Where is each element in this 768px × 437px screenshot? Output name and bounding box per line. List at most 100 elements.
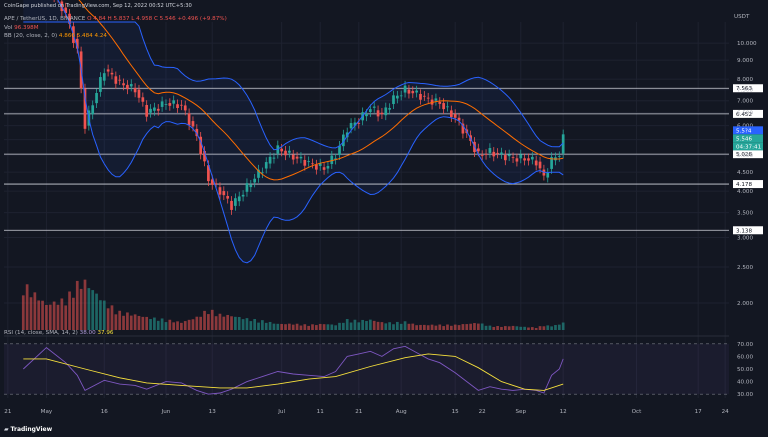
candle[interactable]	[249, 180, 253, 193]
candle[interactable]	[342, 129, 345, 152]
candle[interactable]	[376, 105, 380, 122]
candle[interactable]	[68, 8, 71, 29]
candle[interactable]	[415, 85, 418, 98]
candle[interactable]	[137, 84, 141, 103]
candle[interactable]	[519, 149, 523, 164]
candle[interactable]	[527, 153, 530, 166]
candle[interactable]	[64, 2, 68, 18]
candle[interactable]	[396, 90, 399, 104]
candle[interactable]	[203, 146, 206, 167]
candle[interactable]	[484, 149, 488, 160]
candle[interactable]	[372, 101, 376, 113]
candle[interactable]	[299, 152, 303, 164]
candle[interactable]	[126, 80, 129, 95]
candle[interactable]	[284, 145, 287, 161]
candle[interactable]	[156, 104, 160, 116]
candle[interactable]	[334, 153, 337, 165]
candle[interactable]	[180, 100, 183, 111]
candle[interactable]	[426, 92, 430, 103]
candle[interactable]	[261, 167, 264, 179]
candle[interactable]	[399, 90, 403, 101]
candle[interactable]	[315, 159, 318, 175]
candle[interactable]	[257, 164, 260, 183]
candle[interactable]	[457, 112, 461, 126]
candle[interactable]	[307, 156, 311, 167]
candle[interactable]	[492, 147, 496, 162]
candle[interactable]	[268, 152, 272, 169]
candle[interactable]	[145, 100, 149, 122]
candle[interactable]	[253, 173, 257, 188]
candle[interactable]	[461, 118, 465, 139]
candle[interactable]	[245, 178, 249, 197]
candle[interactable]	[160, 96, 164, 112]
candle[interactable]	[392, 90, 395, 109]
candle[interactable]	[149, 104, 152, 118]
candle[interactable]	[291, 149, 295, 165]
candle[interactable]	[172, 95, 176, 109]
candle[interactable]	[153, 102, 156, 116]
candle[interactable]	[199, 131, 203, 160]
candle[interactable]	[557, 151, 561, 162]
candle[interactable]	[449, 105, 453, 123]
candle[interactable]	[411, 86, 415, 99]
candle[interactable]	[91, 100, 95, 120]
candle[interactable]	[369, 104, 372, 117]
candle[interactable]	[295, 151, 299, 164]
symbol-name[interactable]: APE / TetherUS, 1D, BINANCE	[4, 16, 86, 22]
candle[interactable]	[187, 108, 191, 131]
candle[interactable]	[272, 152, 276, 164]
candle[interactable]	[326, 161, 330, 174]
rsi-pane[interactable]: 30.00 40.00 50.00 60.00 70.00	[4, 335, 753, 398]
bb-legend[interactable]: BB (20, close, 2, 0) 4.866 5.484 4.24	[4, 33, 107, 39]
candle[interactable]	[322, 162, 326, 175]
candle[interactable]	[488, 143, 492, 158]
candle[interactable]	[434, 93, 438, 106]
candle[interactable]	[353, 117, 357, 131]
candle[interactable]	[218, 182, 222, 200]
candle[interactable]	[141, 92, 145, 107]
tradingview-brand[interactable]: ▰ TradingView	[4, 426, 52, 433]
candle[interactable]	[546, 168, 550, 183]
candle[interactable]	[338, 140, 341, 160]
candle[interactable]	[102, 68, 106, 86]
candle[interactable]	[561, 129, 565, 159]
candle[interactable]	[106, 64, 110, 77]
candle[interactable]	[226, 191, 230, 204]
candle[interactable]	[384, 102, 388, 121]
candle[interactable]	[133, 83, 137, 98]
candle[interactable]	[530, 152, 534, 165]
candle[interactable]	[168, 98, 172, 111]
candle[interactable]	[523, 153, 526, 166]
candle[interactable]	[503, 150, 507, 166]
candle[interactable]	[419, 89, 422, 105]
volume-legend[interactable]: Vol 96.398M	[4, 25, 39, 31]
candle[interactable]	[388, 103, 391, 115]
candle[interactable]	[534, 155, 538, 171]
candle[interactable]	[114, 71, 118, 89]
candle[interactable]	[422, 91, 426, 101]
candle[interactable]	[438, 97, 442, 109]
candle[interactable]	[500, 147, 503, 159]
candle[interactable]	[453, 109, 457, 123]
candle[interactable]	[496, 148, 499, 159]
candle[interactable]	[164, 99, 168, 110]
candle[interactable]	[99, 72, 102, 97]
candle[interactable]	[480, 150, 484, 161]
candle[interactable]	[515, 153, 519, 167]
candle[interactable]	[83, 83, 87, 134]
candle[interactable]	[95, 88, 98, 109]
candle[interactable]	[550, 152, 553, 174]
candle[interactable]	[288, 145, 291, 158]
candle[interactable]	[311, 158, 314, 169]
candle[interactable]	[511, 152, 515, 163]
candle[interactable]	[110, 68, 114, 80]
candle[interactable]	[380, 107, 384, 120]
candle[interactable]	[318, 158, 322, 171]
candle[interactable]	[222, 186, 226, 201]
candle[interactable]	[75, 34, 79, 54]
candle[interactable]	[303, 155, 307, 171]
candle[interactable]	[330, 150, 334, 169]
candle[interactable]	[176, 99, 179, 113]
candle[interactable]	[357, 118, 361, 129]
